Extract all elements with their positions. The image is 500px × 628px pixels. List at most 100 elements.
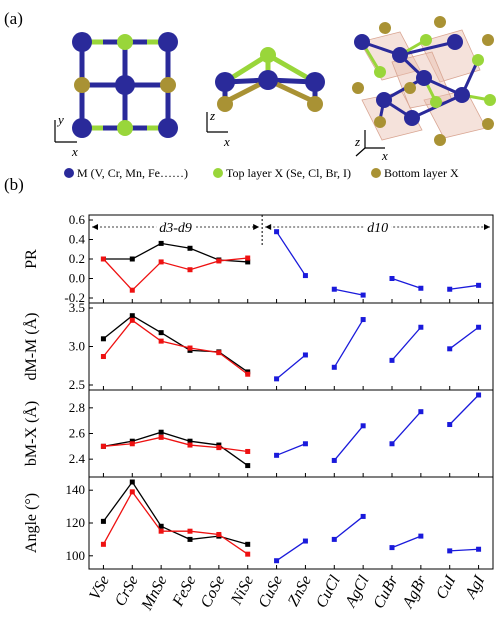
x-category-label: MnSe: [138, 573, 171, 614]
data-point: [129, 438, 135, 444]
y-axis-label-0: PR: [23, 249, 40, 269]
series-line: [276, 443, 306, 456]
structure-top-view: y x: [54, 32, 178, 159]
data-point: [418, 533, 424, 539]
data-point: [100, 256, 106, 262]
data-point: [302, 441, 308, 447]
series-line: [102, 480, 248, 545]
data-point: [331, 364, 337, 370]
panel-frame-2: [88, 389, 494, 478]
data-point: [100, 541, 106, 547]
data-point: [100, 443, 106, 449]
series-line: [102, 319, 249, 375]
data-point: [302, 273, 308, 279]
structure-side-view: z x: [206, 47, 325, 149]
y-axis-label-3: Angle (°): [23, 493, 40, 553]
y-tick-label: 2.4: [69, 451, 86, 466]
panel-a-label: (a): [4, 9, 23, 28]
data-point: [245, 448, 251, 454]
axis-x-label-3: x: [381, 148, 388, 163]
data-point: [360, 292, 366, 298]
data-point: [129, 489, 135, 495]
data-point: [129, 441, 135, 447]
y-tick-label: 0.6: [69, 212, 86, 227]
data-point: [100, 336, 106, 342]
arrowhead-right-2: [484, 224, 490, 230]
data-point: [476, 392, 482, 398]
series-line: [276, 354, 306, 380]
data-point: [447, 548, 453, 554]
x-category-label: CuI: [433, 572, 460, 602]
y-tick-label: 3.0: [69, 339, 85, 354]
y-axis-label-1: dM-M (Å): [22, 313, 40, 381]
data-point: [187, 438, 193, 444]
data-point: [100, 354, 106, 360]
data-point: [418, 285, 424, 291]
data-point: [129, 317, 135, 323]
data-point: [187, 245, 193, 251]
panel-b-label: (b): [4, 175, 24, 194]
x-category-label: CuSe: [255, 573, 286, 611]
series-line: [333, 515, 364, 540]
data-point: [158, 528, 164, 534]
axis-y-label-1: y: [56, 112, 64, 127]
annotation-background: [364, 221, 392, 236]
series-line: [103, 436, 248, 453]
data-point: [331, 286, 337, 292]
data-point: [360, 423, 366, 429]
data-point: [360, 317, 366, 323]
legend-label-m: M (V, Cr, Mn, Fe……): [77, 166, 188, 180]
annotation-d10: d10: [367, 221, 388, 236]
x-category-label: CuBr: [370, 572, 402, 611]
panel-frame-0: [88, 214, 494, 304]
y-tick-label: 0.2: [69, 251, 85, 266]
legend-marker-bottom: [371, 168, 381, 178]
y-tick-label: 140: [66, 482, 86, 497]
data-point: [187, 345, 193, 351]
data-point: [360, 513, 366, 519]
data-point: [274, 229, 280, 235]
data-point: [418, 324, 424, 330]
structure-perspective-view: z x: [352, 16, 496, 163]
data-point: [274, 376, 280, 382]
y-tick-label: 2.8: [69, 400, 85, 415]
data-point: [216, 258, 222, 264]
data-point: [216, 445, 222, 451]
series-line: [333, 319, 364, 368]
data-point: [129, 313, 135, 319]
y-tick-label: 2.5: [69, 377, 85, 392]
panel-frame-1: [88, 302, 494, 391]
data-point: [158, 330, 164, 336]
axis-z-label-3: z: [354, 134, 360, 149]
data-point: [389, 545, 395, 551]
data-point: [418, 409, 424, 415]
axis-x-label-2: x: [223, 134, 230, 149]
data-point: [331, 457, 337, 463]
y-tick-label: 0.0: [69, 271, 85, 286]
data-point: [158, 240, 164, 246]
data-point: [216, 531, 222, 537]
data-point: [447, 286, 453, 292]
data-point: [129, 479, 135, 485]
panel-frame-3: [88, 476, 494, 570]
data-point: [187, 536, 193, 542]
y-tick-label: 3.5: [69, 300, 85, 315]
data-point: [245, 255, 251, 261]
series-line: [449, 548, 479, 552]
data-point: [476, 324, 482, 330]
legend-marker-top: [213, 168, 223, 178]
data-point: [245, 541, 251, 547]
axis-z-label-2: z: [209, 108, 215, 123]
legend-marker-m: [64, 168, 74, 178]
legend-label-top: Top layer X (Se, Cl, Br, I): [226, 166, 351, 180]
x-category-label: CrSe: [112, 573, 142, 609]
data-point: [158, 338, 164, 344]
data-point: [274, 558, 280, 564]
data-point: [158, 523, 164, 529]
series-line: [103, 242, 248, 263]
arrowhead-right-1: [253, 224, 260, 230]
arrowhead-left-2: [265, 224, 272, 230]
data-point: [447, 422, 453, 428]
data-point: [187, 528, 193, 534]
